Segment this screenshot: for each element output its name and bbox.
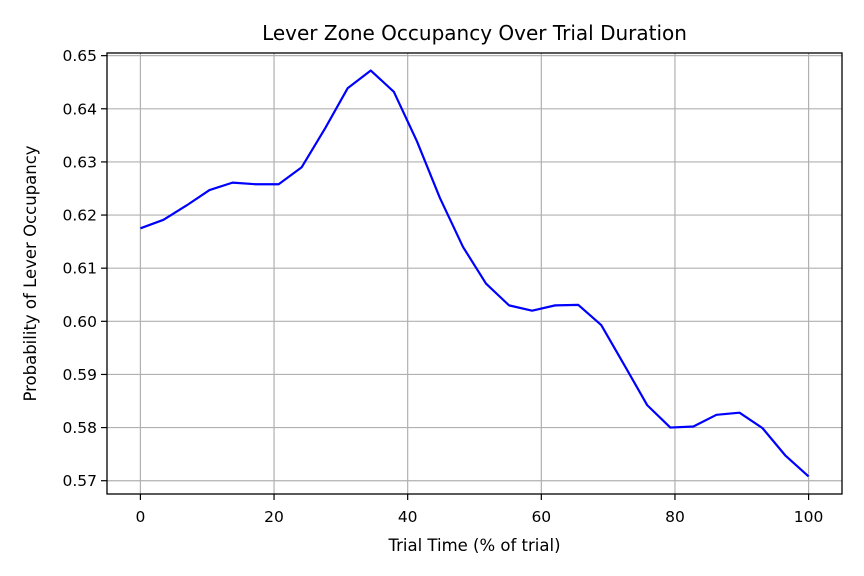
y-tick-label: 0.59	[62, 366, 97, 384]
chart-title: Lever Zone Occupancy Over Trial Duration	[262, 21, 687, 45]
x-tick-label: 40	[398, 508, 418, 526]
y-tick-label: 0.65	[62, 47, 97, 65]
x-tick-label: 20	[264, 508, 284, 526]
grid-layer	[107, 53, 842, 494]
y-tick-label: 0.57	[62, 472, 97, 490]
tick-layer: 0 20 40 60 80 100 0.57 0.58 0.59 0.60 0.61 0.62 0.63…	[62, 47, 823, 526]
x-axis-label: Trial Time (% of trial)	[387, 536, 560, 555]
y-tick-label: 0.64	[62, 100, 97, 118]
x-tick-label: 80	[665, 508, 685, 526]
y-axis-label: Probability of Lever Occupancy	[21, 145, 40, 401]
x-tick-label: 100	[794, 508, 824, 526]
y-tick-label: 0.62	[62, 207, 97, 225]
y-tick-label: 0.61	[62, 260, 97, 278]
x-tick-label: 60	[531, 508, 551, 526]
plot-frame	[106, 52, 843, 495]
y-tick-label: 0.58	[62, 419, 97, 437]
x-tick-label: 0	[135, 508, 145, 526]
series-layer	[140, 69, 810, 478]
y-tick-label: 0.63	[62, 153, 97, 171]
y-tick-label: 0.60	[62, 313, 97, 331]
series-line	[140, 69, 810, 478]
